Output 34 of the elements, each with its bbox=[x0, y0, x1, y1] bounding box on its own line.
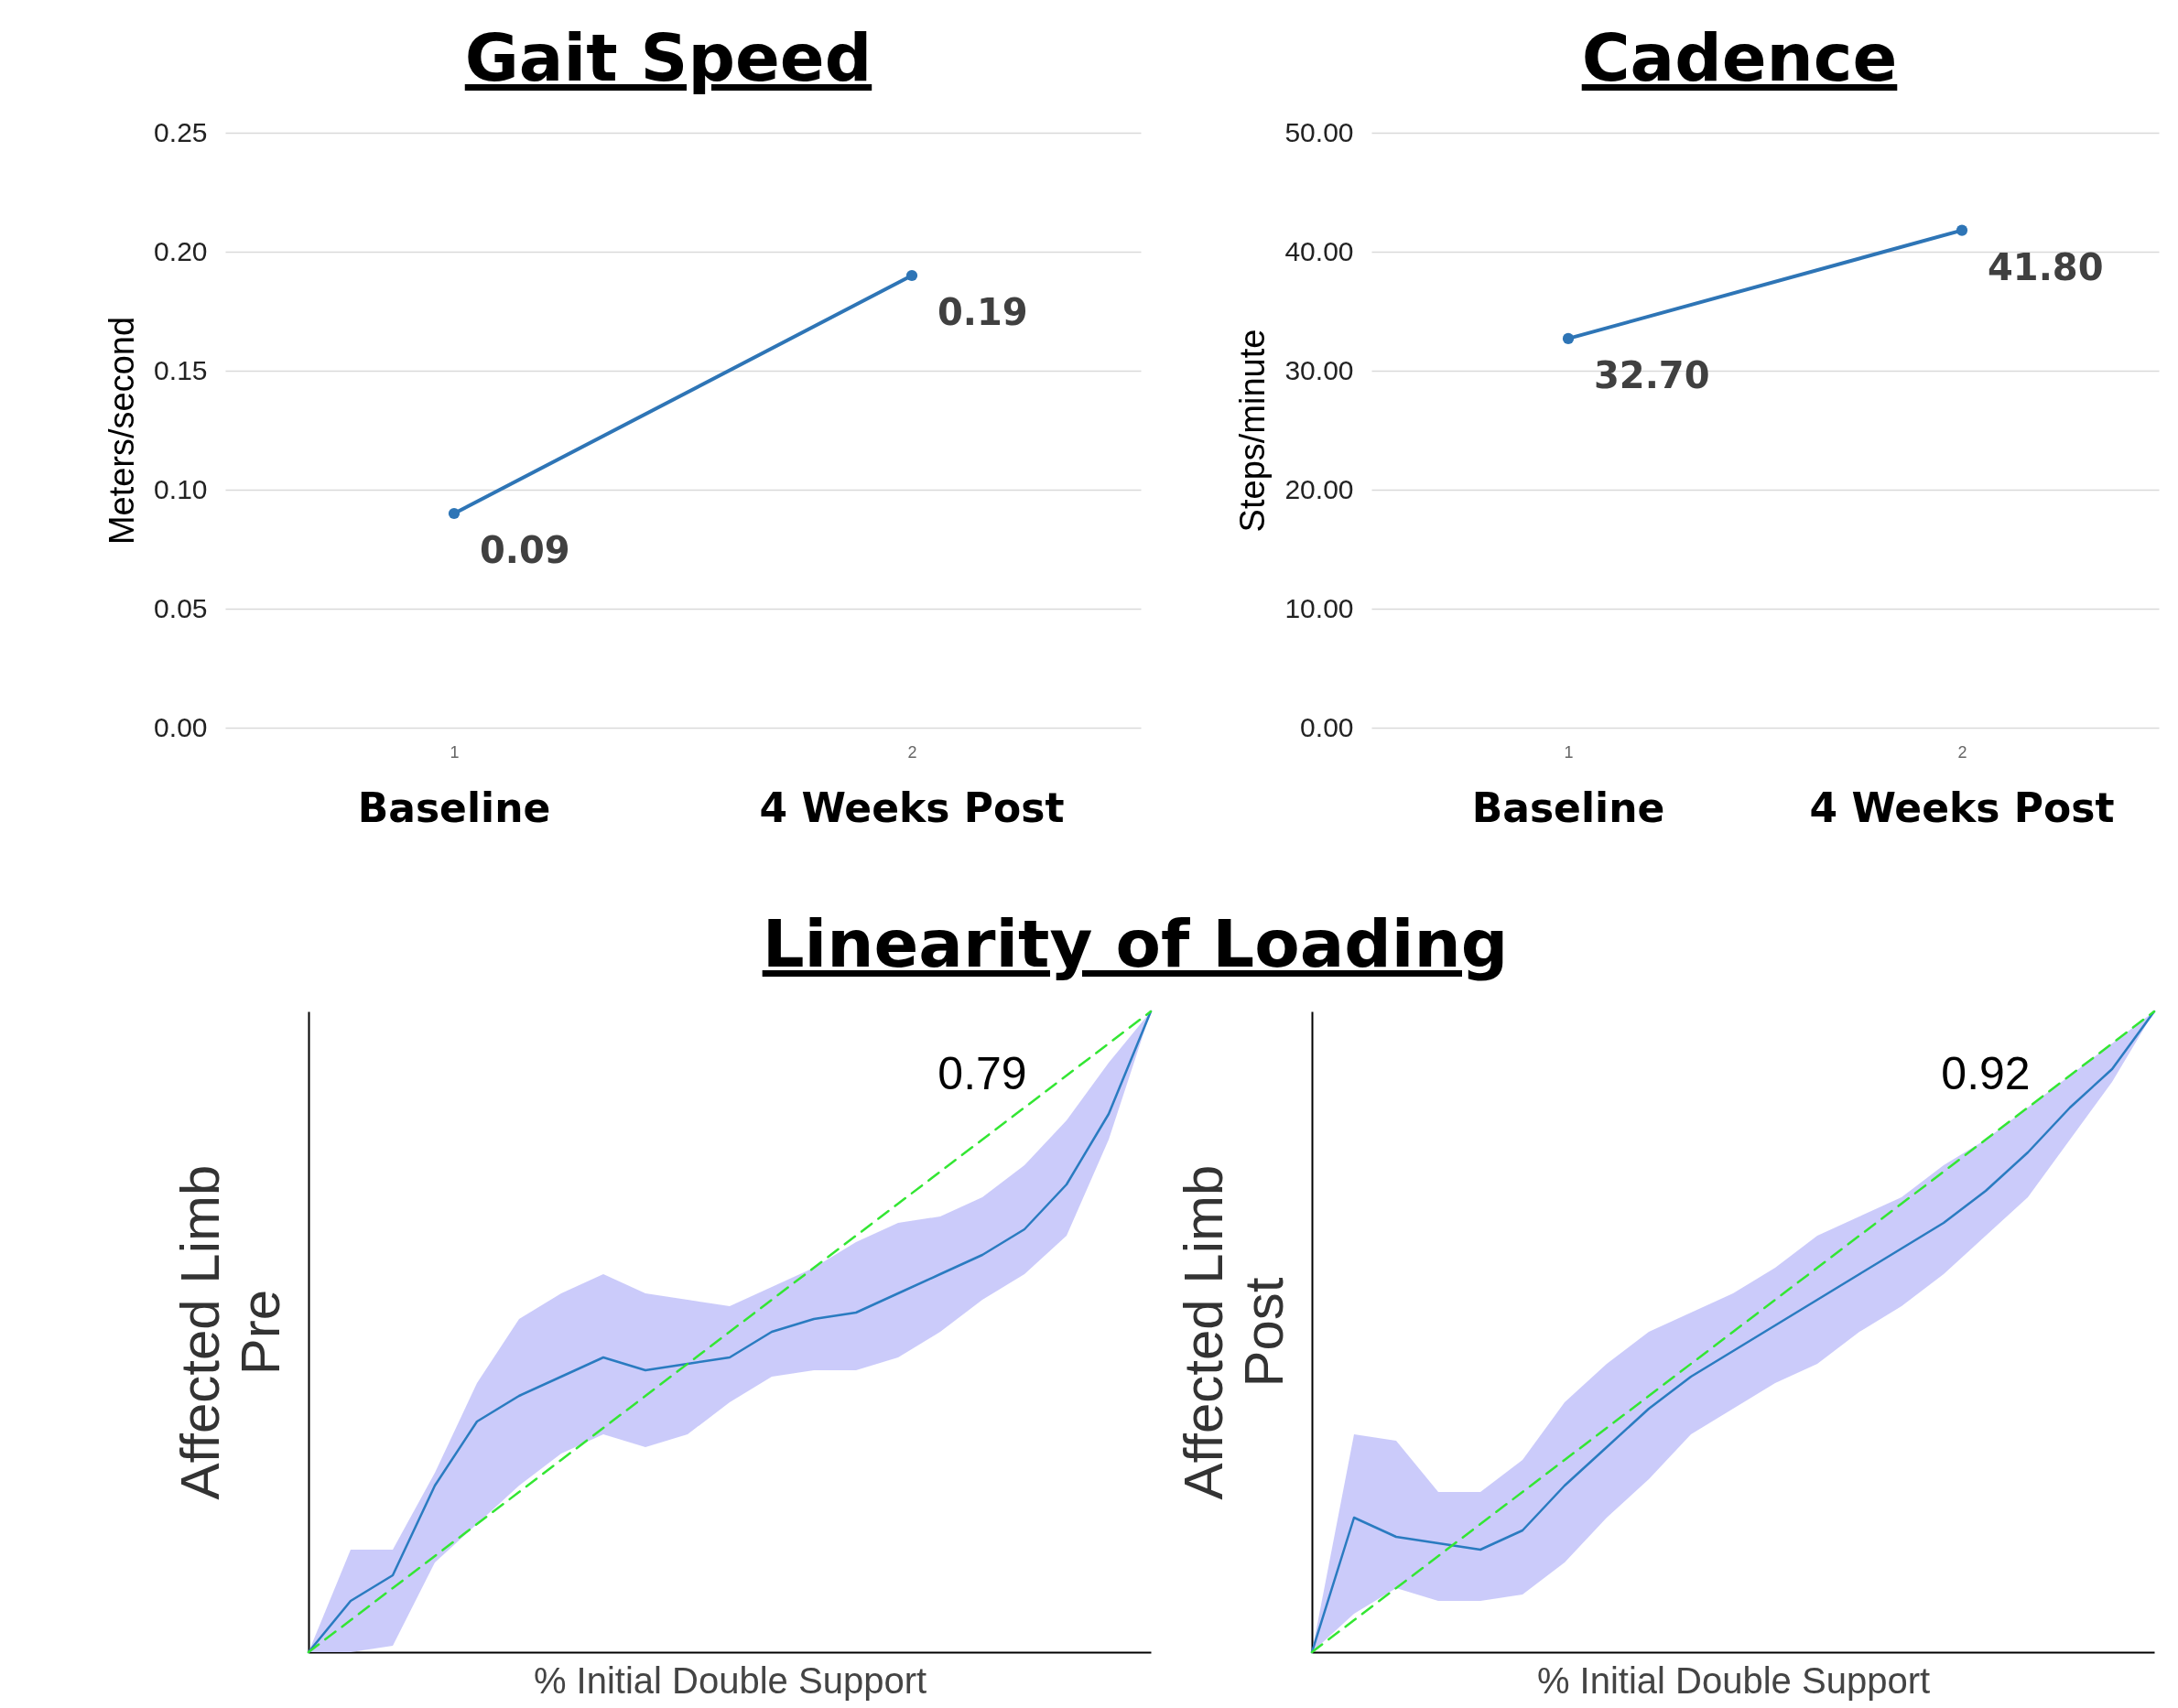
y-tick-label: 20.00 bbox=[1284, 473, 1354, 504]
data-label: 32.70 bbox=[1594, 353, 1710, 396]
y-axis-title: Steps/minute bbox=[1233, 329, 1273, 533]
text: 4 Weeks Post bbox=[759, 784, 1065, 831]
y-tick-label: 30.00 bbox=[1284, 354, 1354, 385]
x-tick-label: 2 bbox=[907, 742, 917, 762]
y-tick-label: 0.20 bbox=[154, 235, 208, 266]
y-tick-label: 0.05 bbox=[154, 592, 208, 623]
annotation: 0.79 bbox=[937, 1048, 1027, 1099]
text: Baseline bbox=[357, 784, 551, 831]
y-axis-title: Meters/second bbox=[103, 316, 142, 546]
x-tick-label: 2 bbox=[1957, 742, 1967, 762]
chart-title: Linearity of Loading bbox=[761, 904, 1510, 984]
y-tick-label: 10.00 bbox=[1284, 592, 1354, 623]
y-tick-label: 50.00 bbox=[1284, 116, 1354, 147]
y-tick-label: 0.10 bbox=[154, 473, 208, 504]
x-axis-title: % Initial Double Support bbox=[533, 1659, 927, 1701]
y-tick-label: 40.00 bbox=[1284, 235, 1354, 266]
text: 4 Weeks Post bbox=[1809, 784, 2115, 831]
y-axis-title: Affected Limb Pre bbox=[168, 1164, 291, 1500]
y-axis-title: Affected Limb Post bbox=[1172, 1164, 1295, 1500]
y-tick-label: 0.00 bbox=[1300, 711, 1354, 742]
x-tick-label: 1 bbox=[450, 742, 460, 762]
chart-title: Cadence bbox=[1580, 18, 1899, 98]
x-tick-label: 1 bbox=[1564, 742, 1574, 762]
text: Baseline bbox=[1471, 784, 1665, 831]
data-label: 0.19 bbox=[937, 291, 1028, 333]
y-tick-label: 0.00 bbox=[154, 711, 208, 742]
chart-title: Gait Speed bbox=[463, 18, 873, 98]
x-axis-title: % Initial Double Support bbox=[1536, 1659, 1931, 1701]
data-label: 41.80 bbox=[1988, 245, 2104, 288]
y-tick-label: 0.25 bbox=[154, 116, 208, 147]
y-tick-label: 0.15 bbox=[154, 354, 208, 385]
data-label: 0.09 bbox=[480, 529, 570, 571]
